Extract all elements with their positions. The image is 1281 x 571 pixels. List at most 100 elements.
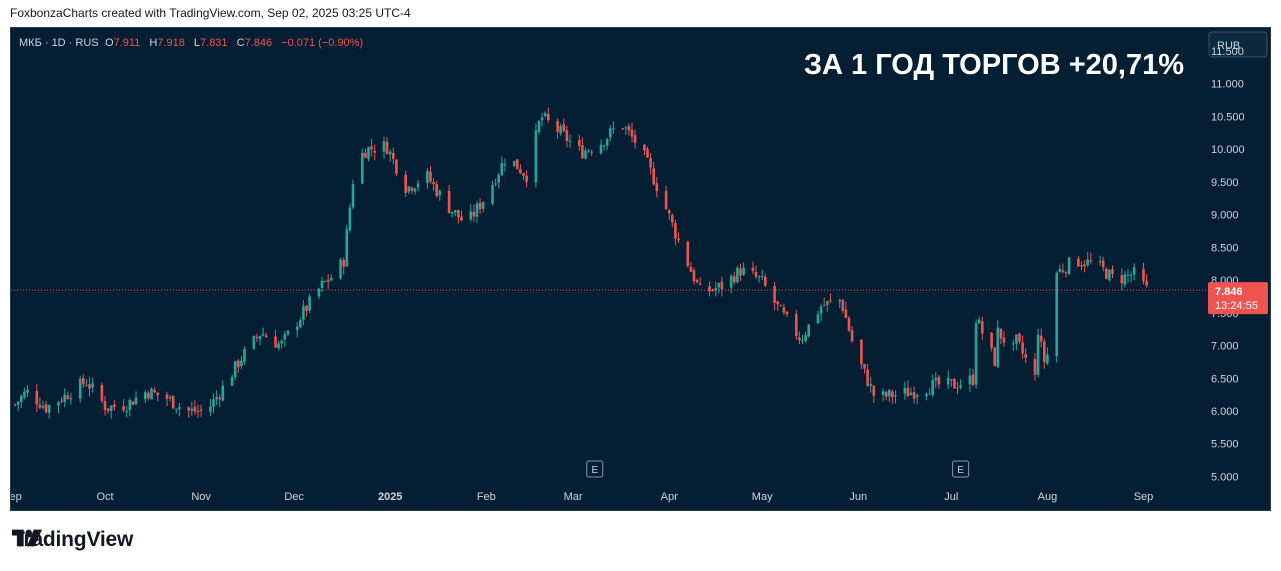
candle [981, 316, 984, 340]
candle [221, 380, 225, 402]
candle [912, 386, 916, 404]
candle [255, 333, 259, 342]
candle [78, 375, 82, 403]
candle [578, 134, 581, 151]
candle [621, 127, 624, 130]
candle [627, 123, 631, 136]
candle [144, 390, 147, 404]
candle [884, 390, 888, 401]
candle [646, 146, 649, 158]
candle [435, 180, 438, 198]
candle [1043, 338, 1046, 369]
candle [519, 164, 522, 175]
candle [804, 332, 807, 343]
tradingview-logo-icon [12, 529, 42, 547]
candle [652, 161, 655, 186]
candle [382, 136, 386, 159]
candle [385, 137, 389, 155]
y-tick-label: 11.500 [1211, 46, 1244, 58]
candle [128, 398, 132, 417]
price-chart[interactable]: МКБ · 1D · RUS O7.911 H7.918 L7.831 C7.8… [11, 28, 1272, 512]
candle [925, 392, 928, 401]
candle [122, 399, 125, 413]
candle [1046, 347, 1049, 366]
earnings-marker[interactable]: E [952, 460, 970, 478]
candle [891, 389, 894, 405]
x-tick-label: Apr [661, 491, 678, 503]
candle [1101, 256, 1105, 272]
candle [931, 374, 934, 397]
candle [503, 158, 507, 172]
candle [584, 147, 587, 160]
candle [736, 265, 739, 284]
candle [243, 346, 246, 365]
candle [773, 282, 776, 311]
candle [1033, 353, 1037, 381]
candle [934, 372, 938, 388]
candle [454, 209, 457, 217]
candle [844, 301, 848, 319]
candle [280, 339, 283, 349]
earnings-marker-label: E [957, 465, 964, 476]
candle [308, 293, 311, 314]
candle [286, 330, 290, 337]
candle [63, 388, 66, 408]
candle [624, 125, 628, 135]
candle [426, 168, 429, 189]
candle [35, 383, 39, 413]
candle [1058, 264, 1062, 273]
candle [819, 304, 823, 322]
candle [695, 278, 699, 284]
candle [106, 408, 110, 414]
candle [475, 200, 479, 223]
badge-countdown: 13:24:55 [1215, 300, 1258, 312]
candle [131, 400, 135, 406]
candle [299, 317, 302, 329]
candle [388, 149, 392, 162]
y-tick-label: 6.500 [1211, 373, 1239, 385]
candle [410, 186, 414, 194]
candle [26, 385, 29, 397]
candle [1098, 255, 1102, 266]
candle [587, 148, 590, 153]
y-tick-label: 9.000 [1211, 210, 1239, 222]
candle [472, 204, 476, 222]
candle [850, 326, 854, 343]
candle [447, 184, 451, 214]
candle [909, 387, 913, 396]
candle [491, 180, 494, 206]
tradingview-wordmark: TradingView [12, 528, 134, 551]
candle [1002, 331, 1006, 347]
candle [559, 123, 562, 136]
chart-frame[interactable]: МКБ · 1D · RUS O7.911 H7.918 L7.831 C7.8… [10, 27, 1271, 511]
candle [801, 334, 804, 345]
candle [903, 381, 907, 400]
candle [937, 374, 941, 389]
candle [630, 122, 634, 143]
tradingview-logo[interactable]: TradingView [12, 528, 133, 552]
candle [69, 392, 73, 405]
legend-high-label: H [149, 37, 157, 49]
candle [44, 400, 48, 414]
candle [822, 297, 826, 307]
candle [643, 143, 646, 156]
currency-button[interactable]: RUB [1208, 31, 1268, 58]
candle [609, 125, 612, 142]
y-tick-label: 6.000 [1211, 406, 1239, 418]
candle [711, 288, 714, 292]
candle [996, 320, 1000, 368]
candle [547, 107, 550, 123]
candle [674, 219, 677, 246]
x-tick-label: Mar [564, 491, 583, 503]
candle [869, 376, 872, 393]
candle [373, 144, 376, 161]
earnings-marker[interactable]: E [586, 460, 604, 478]
candle [667, 209, 671, 220]
earnings-marker-label: E [591, 465, 598, 476]
candle [150, 387, 153, 400]
candle [1061, 263, 1065, 274]
candle [339, 257, 342, 281]
candle [345, 224, 349, 267]
candle [742, 262, 745, 276]
